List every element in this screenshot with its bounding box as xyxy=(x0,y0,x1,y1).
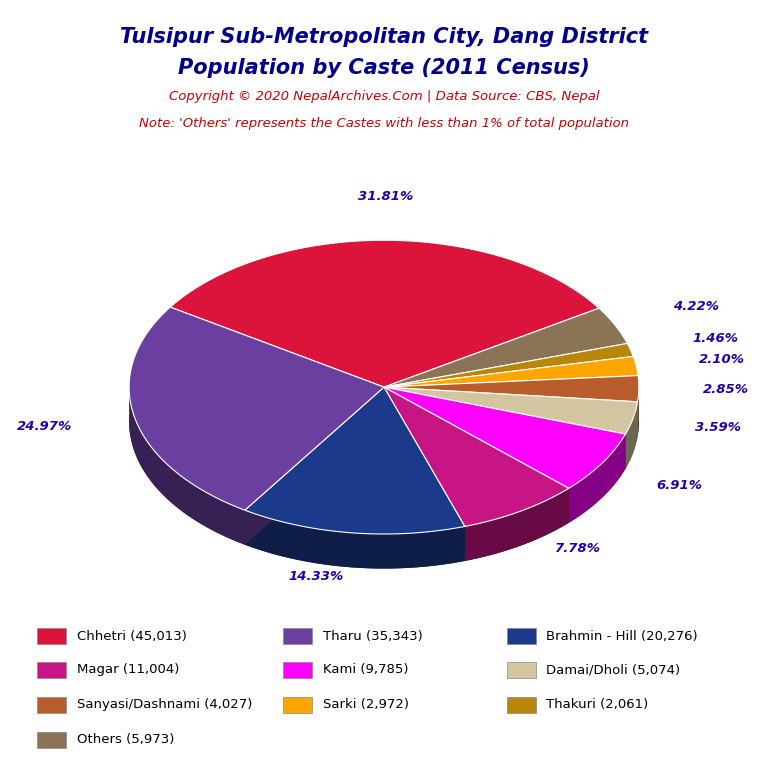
Polygon shape xyxy=(384,387,569,523)
FancyBboxPatch shape xyxy=(38,697,66,713)
Polygon shape xyxy=(245,510,465,568)
Polygon shape xyxy=(384,376,639,402)
FancyBboxPatch shape xyxy=(283,697,312,713)
Polygon shape xyxy=(384,387,637,434)
Polygon shape xyxy=(384,387,625,468)
Polygon shape xyxy=(637,385,639,436)
Text: 24.97%: 24.97% xyxy=(17,420,72,433)
Text: 6.91%: 6.91% xyxy=(657,479,703,492)
Text: Copyright © 2020 NepalArchives.Com | Data Source: CBS, Nepal: Copyright © 2020 NepalArchives.Com | Dat… xyxy=(169,90,599,103)
Polygon shape xyxy=(245,387,465,534)
Text: 3.59%: 3.59% xyxy=(695,421,741,434)
Text: Note: 'Others' represents the Castes with less than 1% of total population: Note: 'Others' represents the Castes wit… xyxy=(139,117,629,130)
Polygon shape xyxy=(129,386,245,545)
Text: Sarki (2,972): Sarki (2,972) xyxy=(323,698,409,711)
Polygon shape xyxy=(465,488,569,561)
Polygon shape xyxy=(384,387,569,526)
FancyBboxPatch shape xyxy=(507,662,535,678)
FancyBboxPatch shape xyxy=(38,662,66,678)
Text: Sanyasi/Dashnami (4,027): Sanyasi/Dashnami (4,027) xyxy=(77,698,253,711)
Polygon shape xyxy=(569,434,625,523)
Polygon shape xyxy=(384,343,634,387)
Text: 2.85%: 2.85% xyxy=(703,382,749,396)
Polygon shape xyxy=(384,387,637,436)
Polygon shape xyxy=(625,402,637,468)
Text: Kami (9,785): Kami (9,785) xyxy=(323,664,408,677)
Text: Brahmin - Hill (20,276): Brahmin - Hill (20,276) xyxy=(547,630,698,643)
Text: Tulsipur Sub-Metropolitan City, Dang District: Tulsipur Sub-Metropolitan City, Dang Dis… xyxy=(120,27,648,47)
Polygon shape xyxy=(384,387,465,561)
Text: 14.33%: 14.33% xyxy=(288,570,343,583)
Text: Tharu (35,343): Tharu (35,343) xyxy=(323,630,422,643)
Text: Population by Caste (2011 Census): Population by Caste (2011 Census) xyxy=(178,58,590,78)
Polygon shape xyxy=(384,356,638,387)
Polygon shape xyxy=(245,387,384,545)
Polygon shape xyxy=(384,387,625,468)
Text: 4.22%: 4.22% xyxy=(673,300,719,313)
Text: Chhetri (45,013): Chhetri (45,013) xyxy=(77,630,187,643)
Polygon shape xyxy=(170,240,599,387)
FancyBboxPatch shape xyxy=(507,628,535,644)
Polygon shape xyxy=(384,308,627,387)
Polygon shape xyxy=(384,387,465,561)
Text: Damai/Dholi (5,074): Damai/Dholi (5,074) xyxy=(547,664,680,677)
FancyBboxPatch shape xyxy=(38,732,66,748)
Text: Others (5,973): Others (5,973) xyxy=(77,733,174,746)
Text: 2.10%: 2.10% xyxy=(700,353,745,366)
Polygon shape xyxy=(129,307,384,510)
Polygon shape xyxy=(245,387,384,545)
Text: Magar (11,004): Magar (11,004) xyxy=(77,664,180,677)
Polygon shape xyxy=(384,387,625,488)
FancyBboxPatch shape xyxy=(38,628,66,644)
FancyBboxPatch shape xyxy=(507,697,535,713)
Polygon shape xyxy=(384,387,569,523)
FancyBboxPatch shape xyxy=(283,662,312,678)
Text: 1.46%: 1.46% xyxy=(692,333,738,345)
Text: 7.78%: 7.78% xyxy=(555,541,601,554)
Text: Thakuri (2,061): Thakuri (2,061) xyxy=(547,698,649,711)
FancyBboxPatch shape xyxy=(283,628,312,644)
Polygon shape xyxy=(384,387,637,436)
Text: 31.81%: 31.81% xyxy=(358,190,413,203)
